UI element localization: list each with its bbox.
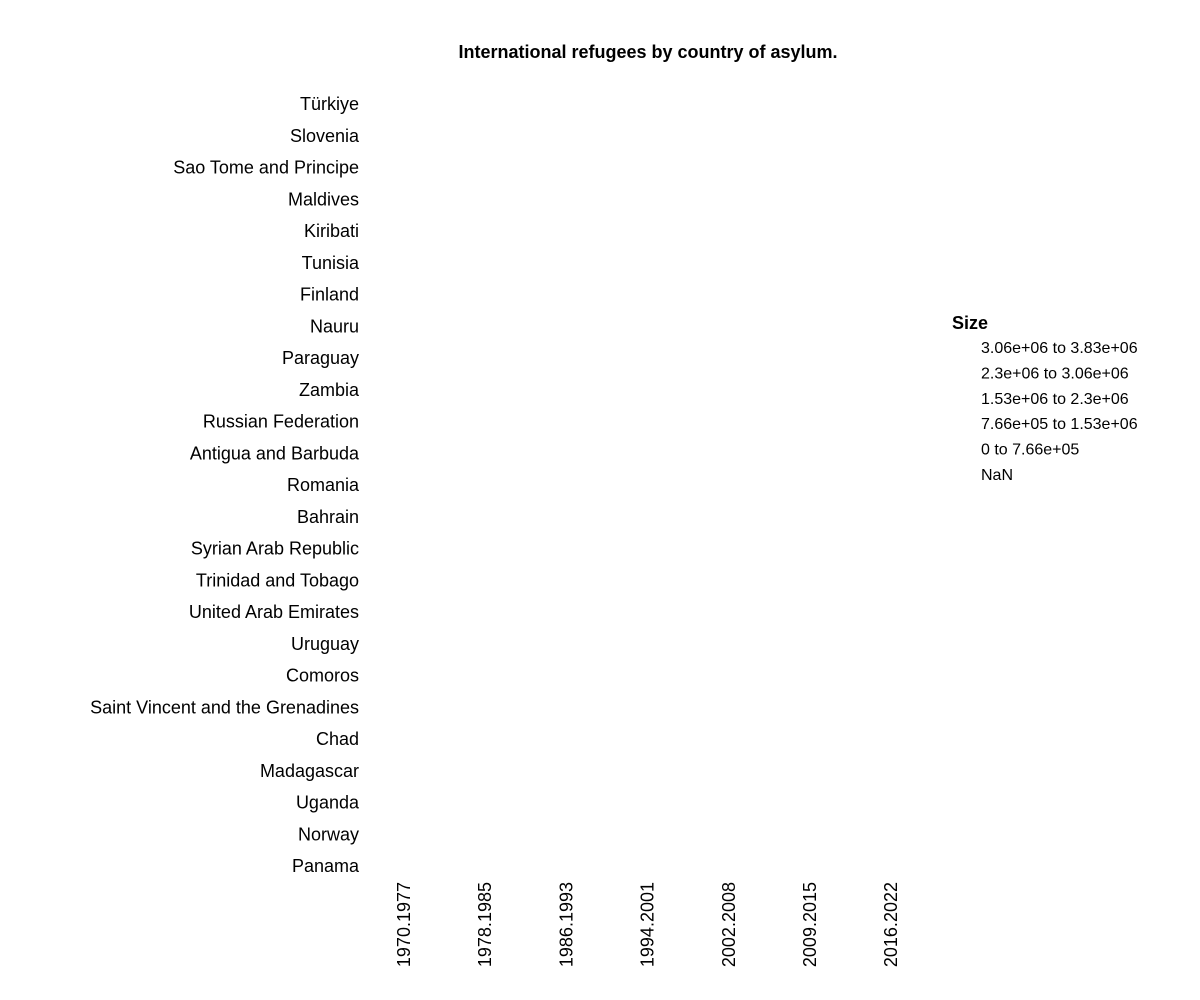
y-tick-label: Romania [287,475,360,495]
y-tick-label: Maldives [288,189,359,209]
legend-entry: 2.3e+06 to 3.06e+06 [981,365,1129,382]
y-tick-label: Syrian Arab Republic [191,539,359,559]
y-tick-label: Chad [316,729,359,749]
y-tick-label: Russian Federation [203,412,359,432]
x-tick-label: 2016.2022 [881,882,901,967]
legend-title: Size [952,313,988,333]
y-tick-label: Finland [300,285,359,305]
x-tick-label: 1986.1993 [556,882,576,967]
y-tick-label: Kiribati [304,221,359,241]
y-tick-label: Madagascar [260,761,359,781]
legend-entry: 3.06e+06 to 3.83e+06 [981,340,1138,357]
chart-title: International refugees by country of asy… [458,42,837,62]
y-tick-label: Uruguay [291,634,359,654]
legend-entry: 0 to 7.66e+05 [981,442,1079,459]
x-tick-label: 1970.1977 [394,882,414,967]
y-tick-label: United Arab Emirates [189,602,359,622]
y-tick-label: Comoros [286,666,359,686]
y-tick-label: Nauru [310,316,359,336]
y-tick-label: Sao Tome and Principe [173,158,359,178]
legend: Size 3.06e+06 to 3.83e+06 2.3e+06 to 3.06… [952,313,1138,484]
y-axis-labels: Türkiye Slovenia Sao Tome and Principe Mald… [90,94,360,876]
x-tick-label: 1994.2001 [638,882,658,967]
y-tick-label: Slovenia [290,126,360,146]
legend-entry: 7.66e+05 to 1.53e+06 [981,416,1138,433]
y-tick-label: Tunisia [302,253,360,273]
y-tick-label: Saint Vincent and the Grenadines [90,697,359,717]
x-tick-label: 2009.2015 [800,882,820,967]
y-tick-label: Uganda [296,793,360,813]
legend-entry: 1.53e+06 to 2.3e+06 [981,391,1129,408]
y-tick-label: Paraguay [282,348,359,368]
legend-entry: NaN [981,467,1013,484]
y-tick-label: Panama [292,856,360,876]
y-tick-label: Bahrain [297,507,359,527]
x-tick-label: 2002.2008 [719,882,739,967]
y-tick-label: Antigua and Barbuda [190,443,360,463]
x-tick-label: 1978.1985 [475,882,495,967]
y-tick-label: Türkiye [300,94,359,114]
y-tick-label: Zambia [299,380,360,400]
legend-items: 3.06e+06 to 3.83e+06 2.3e+06 to 3.06e+06 1… [981,340,1138,484]
y-tick-label: Norway [298,824,359,844]
x-axis-labels: 1970.1977 1978.1985 1986.1993 1994.2001 2002… [394,882,901,967]
y-tick-label: Trinidad and Tobago [196,570,359,590]
